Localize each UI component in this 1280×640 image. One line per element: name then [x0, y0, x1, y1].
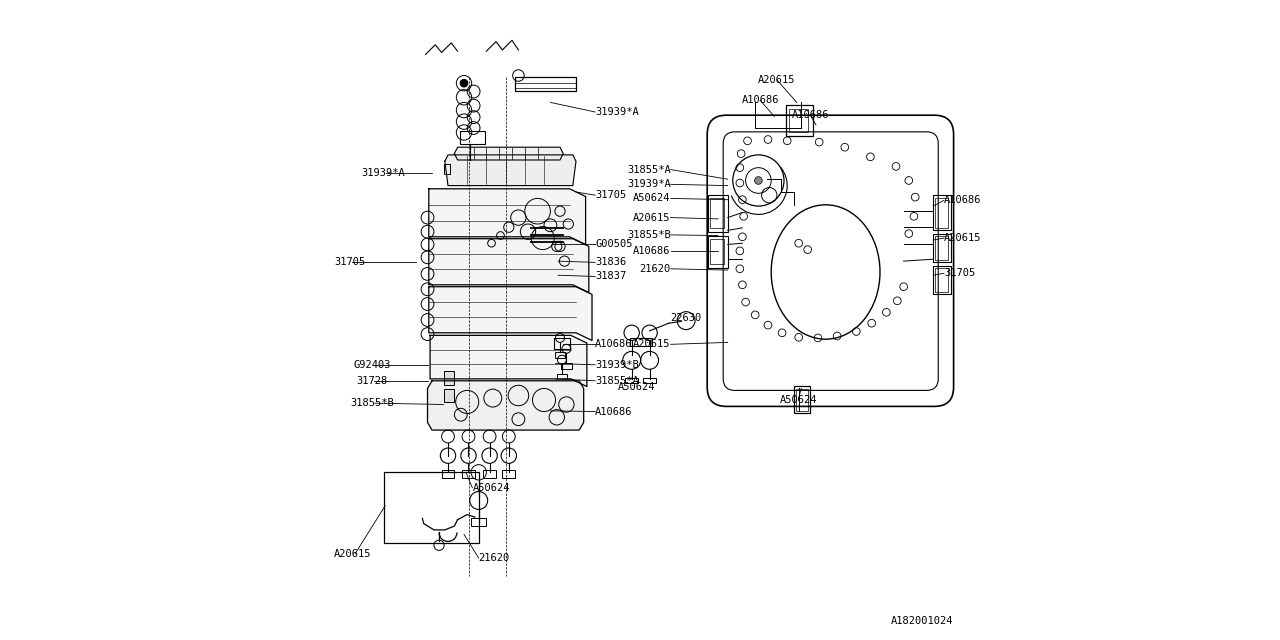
Text: A50624: A50624 [634, 193, 671, 204]
Text: 31728: 31728 [356, 376, 388, 386]
Polygon shape [430, 335, 586, 387]
Text: 31855*A: 31855*A [595, 376, 639, 386]
Bar [709, 236, 728, 268]
Bar [710, 198, 724, 228]
Bar [796, 389, 808, 411]
Bar [709, 195, 728, 232]
Bar [934, 198, 947, 228]
Bar [444, 371, 454, 385]
Text: A20615: A20615 [758, 75, 796, 85]
Text: 31939*A: 31939*A [595, 107, 639, 117]
Text: 31855*B: 31855*B [627, 230, 671, 240]
Bar [933, 234, 951, 262]
Text: A10686: A10686 [741, 95, 780, 106]
Bar [933, 195, 951, 230]
Bar [384, 472, 479, 543]
Text: A10686: A10686 [595, 339, 632, 349]
Text: A20615: A20615 [634, 339, 671, 349]
Text: 21620: 21620 [640, 264, 671, 274]
Polygon shape [429, 239, 589, 292]
Text: 31855*B: 31855*B [351, 398, 394, 408]
Text: A20615: A20615 [334, 548, 371, 559]
Bar [934, 268, 947, 292]
Text: A50624: A50624 [780, 395, 817, 405]
Text: A20615: A20615 [634, 212, 671, 223]
Text: 31939*A: 31939*A [627, 179, 671, 189]
Text: A50624: A50624 [617, 382, 655, 392]
Text: 31837: 31837 [595, 271, 626, 282]
Bar [502, 470, 516, 478]
Bar [444, 389, 454, 402]
Bar [644, 378, 657, 383]
Text: G00505: G00505 [595, 239, 632, 250]
Bar [933, 266, 951, 294]
Polygon shape [445, 155, 576, 186]
Polygon shape [429, 189, 586, 244]
Text: A10686: A10686 [595, 406, 632, 417]
Text: 31836: 31836 [595, 257, 626, 268]
Bar [556, 352, 566, 358]
Bar [786, 105, 813, 136]
Polygon shape [454, 147, 563, 160]
Text: A182001024: A182001024 [891, 616, 954, 626]
Circle shape [461, 79, 468, 87]
Bar [460, 131, 485, 144]
Bar [516, 77, 576, 91]
Bar [484, 470, 497, 478]
Text: 31939*A: 31939*A [362, 168, 406, 178]
Text: A10686: A10686 [945, 195, 982, 205]
Text: 31939*B: 31939*B [595, 360, 639, 370]
Text: 31855*A: 31855*A [627, 164, 671, 175]
Bar [794, 386, 810, 413]
Bar [471, 518, 486, 526]
Bar [710, 239, 724, 264]
Bar [630, 338, 652, 346]
Bar [788, 109, 809, 132]
Text: A10686: A10686 [634, 246, 671, 256]
Text: G92403: G92403 [353, 360, 390, 370]
Text: A10686: A10686 [791, 110, 829, 120]
Bar [625, 378, 637, 383]
Bar [516, 83, 576, 88]
Text: 21620: 21620 [479, 553, 509, 563]
Text: 31705: 31705 [595, 190, 626, 200]
Polygon shape [428, 381, 584, 430]
Text: 22630: 22630 [671, 313, 701, 323]
Circle shape [755, 177, 763, 184]
Bar [557, 374, 567, 380]
Text: A20615: A20615 [945, 233, 982, 243]
Text: A50624: A50624 [472, 483, 509, 493]
Bar [442, 470, 454, 478]
Bar [462, 470, 475, 478]
Bar [561, 363, 571, 369]
Bar [444, 164, 451, 174]
Polygon shape [429, 287, 591, 340]
Bar [554, 338, 570, 349]
Bar [934, 236, 947, 260]
Text: 31705: 31705 [945, 268, 975, 278]
Text: 31705: 31705 [334, 257, 365, 268]
